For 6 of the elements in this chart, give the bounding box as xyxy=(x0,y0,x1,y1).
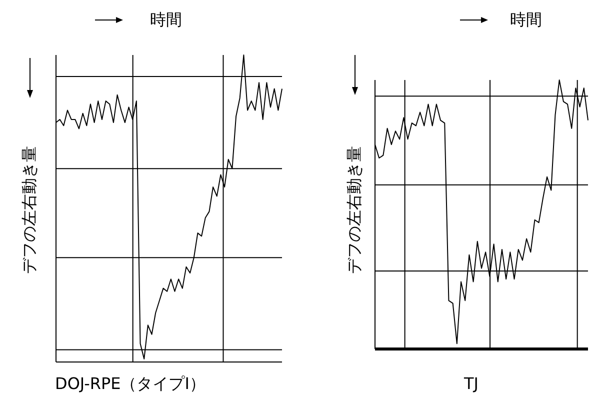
y-axis-title: デフの左右動き量 xyxy=(20,146,40,274)
text: TJ xyxy=(464,374,478,393)
text: DOJ-RPE（タイプⅠ） xyxy=(55,374,206,395)
y-axis-title: デフの左右動き量 xyxy=(344,146,364,274)
x-axis-title: 時間 xyxy=(150,10,182,31)
x-axis-title: 時間 xyxy=(510,10,542,31)
